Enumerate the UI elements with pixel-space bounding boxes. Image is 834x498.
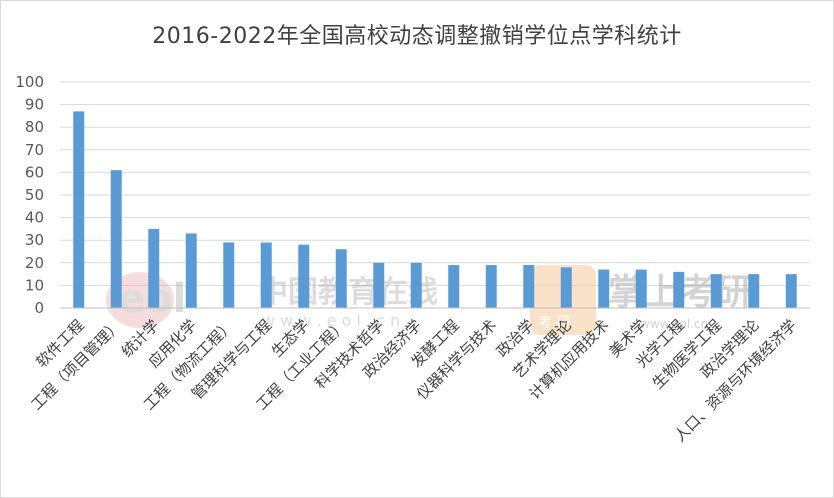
bar — [148, 228, 160, 308]
bar — [785, 274, 797, 308]
bar — [260, 242, 272, 308]
y-tick-label: 20 — [25, 254, 44, 272]
bar — [410, 262, 422, 308]
bar — [223, 242, 235, 308]
y-tick-label: 70 — [25, 141, 44, 159]
bar — [748, 274, 760, 308]
eol-url-text: w w w . e o l . c n — [262, 311, 400, 330]
bar — [710, 274, 722, 308]
bar — [673, 271, 685, 308]
y-tick-label: 40 — [25, 209, 44, 227]
bar — [635, 269, 647, 308]
x-axis-labels: 软件工程工程（项目管理）统计学应用化学工程（物流工程）管理科学与工程生态学工程（… — [27, 316, 800, 445]
bar — [523, 265, 535, 308]
eol-cn-text: 中国教育在线 — [258, 275, 438, 310]
y-tick-label: 80 — [25, 118, 44, 136]
bar — [335, 249, 347, 308]
y-tick-label: 0 — [34, 299, 44, 317]
bar — [373, 262, 385, 308]
y-tick-label: 10 — [25, 276, 44, 294]
bar — [560, 267, 572, 308]
gridlines — [60, 81, 810, 286]
chart-title: 2016-2022年全国高校动态调整撤销学位点学科统计 — [152, 24, 682, 49]
kaoyan-badge-text: 考 研 — [538, 315, 570, 331]
bars — [73, 111, 797, 308]
bar — [73, 111, 85, 308]
y-axis-ticks: 0 10 20 30 40 50 60 70 80 90 100 — [15, 73, 44, 317]
bar — [298, 244, 310, 308]
y-tick-label: 50 — [25, 186, 44, 204]
y-tick-label: 60 — [25, 163, 44, 181]
bar — [485, 265, 497, 308]
y-tick-label: 30 — [25, 231, 44, 249]
bar — [185, 233, 197, 308]
zhangshang-url-text: www.eol.cn — [640, 317, 708, 331]
bar — [598, 269, 610, 308]
y-tick-label: 100 — [15, 73, 44, 91]
bar — [448, 265, 460, 308]
y-tick-label: 90 — [25, 96, 44, 114]
bar — [110, 170, 122, 308]
